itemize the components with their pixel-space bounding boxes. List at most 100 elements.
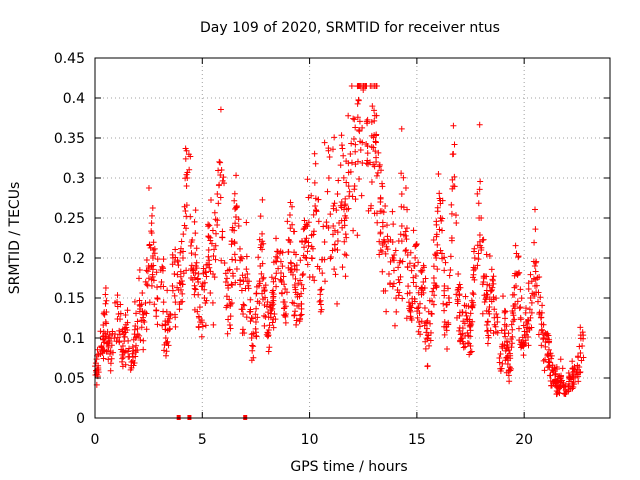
data-point — [544, 364, 551, 371]
data-point — [325, 224, 332, 231]
data-point — [426, 342, 433, 349]
data-point — [486, 253, 493, 260]
data-point — [217, 171, 224, 178]
data-point — [245, 282, 252, 289]
data-point — [192, 269, 199, 276]
data-point — [527, 271, 534, 278]
data-point — [169, 283, 176, 290]
data-point — [446, 272, 453, 279]
data-point — [422, 275, 429, 282]
data-point — [104, 347, 111, 354]
data-point — [521, 332, 528, 339]
data-point — [208, 240, 215, 247]
data-point — [305, 219, 312, 226]
data-point — [381, 239, 388, 245]
data-point — [103, 297, 110, 304]
data-point — [357, 146, 364, 153]
data-point — [287, 239, 294, 245]
data-point — [257, 244, 264, 251]
data-point — [403, 247, 410, 253]
data-point — [341, 202, 348, 209]
data-point — [470, 291, 477, 298]
data-point — [226, 296, 233, 303]
data-point — [209, 227, 216, 234]
data-point — [345, 205, 352, 212]
data-point — [271, 311, 278, 318]
data-point — [534, 298, 541, 305]
data-point — [188, 250, 195, 257]
data-point — [505, 352, 512, 359]
data-point — [256, 236, 263, 243]
data-point — [343, 158, 350, 165]
data-point — [171, 271, 178, 277]
data-point — [286, 211, 293, 218]
data-point — [411, 295, 418, 302]
data-point — [253, 333, 260, 340]
data-point — [211, 246, 218, 253]
data-point — [430, 301, 437, 308]
data-point — [356, 118, 363, 125]
data-point — [448, 201, 455, 208]
data-point — [406, 305, 413, 312]
data-point — [242, 285, 249, 292]
data-point — [310, 228, 317, 235]
x-tick-label: 10 — [301, 432, 319, 448]
data-point — [237, 254, 244, 261]
data-point — [331, 266, 338, 273]
data-point — [364, 150, 371, 157]
data-point — [504, 339, 511, 346]
data-point — [175, 287, 182, 293]
data-point — [105, 344, 112, 351]
data-point — [547, 378, 554, 385]
data-point — [187, 242, 194, 249]
data-point — [359, 124, 366, 131]
data-point — [398, 203, 405, 210]
data-point — [201, 279, 208, 286]
data-point — [267, 304, 274, 311]
data-point — [400, 174, 407, 181]
data-point — [342, 195, 349, 202]
data-point — [531, 239, 538, 246]
data-point — [417, 300, 424, 307]
data-point — [302, 237, 309, 244]
data-point — [415, 259, 422, 266]
data-point — [291, 281, 298, 288]
data-point — [252, 325, 259, 332]
data-point — [467, 327, 474, 334]
data-point — [101, 339, 108, 346]
data-point — [162, 318, 169, 325]
data-point — [192, 263, 199, 269]
data-point — [467, 343, 474, 349]
data-point — [490, 280, 497, 287]
data-point — [569, 358, 576, 365]
data-point — [329, 146, 336, 153]
data-point — [528, 299, 535, 306]
data-point — [390, 221, 397, 228]
data-point — [265, 327, 272, 333]
data-point — [219, 228, 226, 235]
data-point — [250, 330, 257, 337]
data-point — [193, 259, 200, 266]
data-point — [410, 227, 417, 234]
data-point — [273, 235, 280, 242]
data-point — [206, 264, 213, 271]
data-point — [325, 175, 332, 181]
data-point — [456, 281, 463, 288]
data-point — [154, 295, 161, 301]
data-point — [414, 314, 421, 321]
data-point — [391, 322, 398, 329]
data-point — [126, 353, 133, 360]
data-point — [546, 336, 553, 343]
data-point — [525, 342, 532, 349]
data-point — [510, 309, 517, 316]
data-point — [228, 281, 235, 288]
data-point — [207, 268, 214, 275]
y-tick-label: 0.4 — [63, 91, 85, 107]
data-point — [275, 265, 282, 272]
data-point — [533, 282, 540, 289]
data-point — [223, 304, 230, 311]
data-point — [224, 330, 231, 337]
data-point — [470, 264, 477, 271]
data-point — [497, 351, 504, 357]
data-point — [107, 360, 114, 367]
